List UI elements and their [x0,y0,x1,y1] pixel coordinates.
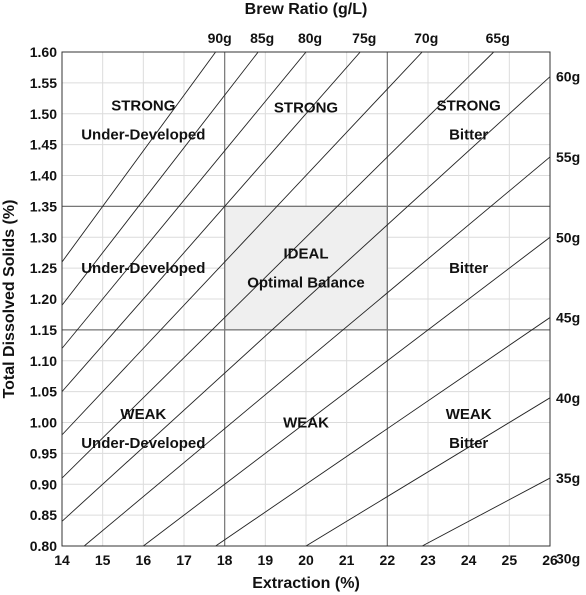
brew-ratio-line-85g [62,52,259,306]
brew-ratio-label: 75g [352,30,376,46]
brew-ratio-label: 55g [556,149,580,165]
region-label: IDEAL [284,246,329,263]
plot-frame [61,51,551,547]
y-tick-label: 0.95 [30,445,57,461]
x-axis-title: Extraction (%) [252,575,360,592]
x-tick-label: 15 [95,552,111,568]
region-label: Under-Developed [81,126,205,143]
y-tick-label: 1.60 [30,44,57,60]
y-axis-ticks: 0.80 0.85 0.90 0.95 1.00 1.05 1.10 1.15 1.20 1.25… [30,44,57,554]
brew-ratio-label: 70g [414,30,438,46]
x-tick-label: 19 [258,552,274,568]
brew-ratio-lines [62,52,550,546]
y-tick-label: 1.00 [30,415,57,431]
y-tick-label: 1.50 [30,106,57,122]
y-tick-label: 0.90 [30,476,57,492]
brew-ratio-line-90g [62,52,216,263]
region-label: STRONG [274,100,338,117]
region-label: Bitter [449,435,488,452]
region-label: STRONG [111,97,175,114]
brew-ratio-line-35g [421,477,550,546]
x-tick-label: 24 [461,552,477,568]
brew-ratio-line-60g [62,76,550,522]
y-tick-label: 0.80 [30,538,57,554]
x-tick-label: 23 [420,552,436,568]
y-tick-label: 1.40 [30,168,57,184]
y-tick-label: 1.20 [30,291,57,307]
brew-ratio-label: 35g [556,470,580,486]
x-axis-ticks: 14 15 16 17 18 19 20 21 22 23 24 25 26 [54,552,558,568]
brew-ratio-line-50g [143,236,550,546]
x-tick-label: 22 [380,552,396,568]
region-label: Bitter [449,126,488,143]
ideal-box [224,205,388,331]
brew-ratio-line-75g [62,52,361,392]
x-tick-label: 25 [502,552,518,568]
region-label: WEAK [446,406,492,423]
brew-ratio-line-65g [62,52,495,479]
brew-ratio-line-70g [62,52,423,436]
brew-ratio-label: 80g [298,30,322,46]
divider-lines [62,52,550,546]
region-labels: STRONG Under-Developed STRONG STRONG Bitter U… [81,97,501,452]
region-label: Under-Developed [81,260,205,277]
region-label: Under-Developed [81,435,205,452]
y-tick-label: 1.15 [30,322,57,338]
x-tick-label: 21 [339,552,355,568]
brew-ratio-line-40g [305,397,550,546]
brew-ratio-label: 40g [556,390,580,406]
y-tick-label: 1.35 [30,198,57,214]
y-tick-label: 1.45 [30,137,57,153]
x-tick-label: 17 [176,552,192,568]
brew-ratio-label: 65g [486,30,510,46]
y-tick-label: 1.55 [30,75,57,91]
brew-ratio-label: 30g [556,550,580,566]
y-tick-label: 1.25 [30,260,57,276]
brew-ratio-label: 60g [556,69,580,85]
x-tick-label: 18 [217,552,233,568]
brew-ratio-line-45g [215,317,550,546]
brew-ratio-labels: 90g 85g 80g 75g 70g 65g 60g 55g 50g 45g 40g 35g 30g [208,30,581,566]
x-tick-label: 20 [298,552,314,568]
x-tick-label: 26 [542,552,558,568]
y-tick-label: 1.30 [30,229,57,245]
region-label: WEAK [120,406,166,423]
brew-ratio-line-55g [83,156,550,546]
region-label: WEAK [283,415,329,432]
y-tick-label: 1.05 [30,384,57,400]
region-label: Bitter [449,260,488,277]
x-tick-label: 16 [136,552,152,568]
y-tick-label: 1.10 [30,353,57,369]
x-tick-label: 14 [54,552,70,568]
brew-ratio-label: 90g [208,30,232,46]
y-tick-label: 0.85 [30,507,57,523]
region-label: Optimal Balance [247,275,365,292]
region-label: STRONG [437,97,501,114]
brew-ratio-label: 85g [250,30,274,46]
brew-ratio-label: 45g [556,310,580,326]
brew-ratio-line-80g [62,52,307,349]
y-axis-title: Total Dissolved Solids (%) [1,200,18,399]
brew-ratio-label: 50g [556,229,580,245]
top-axis-title: Brew Ratio (g/L) [245,1,368,18]
ideal-region [224,205,388,331]
